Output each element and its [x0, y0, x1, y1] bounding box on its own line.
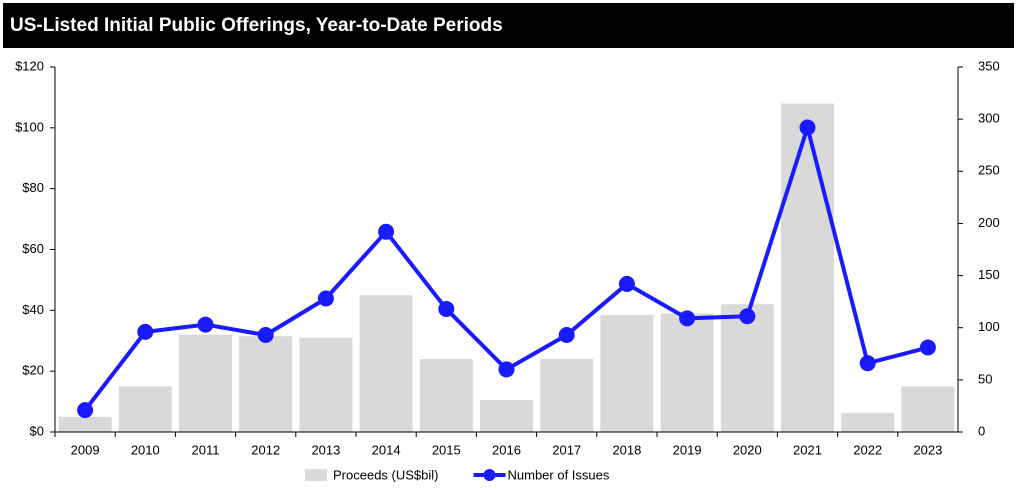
x-tick-label: 2020 — [733, 442, 762, 457]
y2-tick-label: 50 — [978, 371, 992, 386]
legend-swatch — [483, 469, 496, 481]
y2-tick-label: 200 — [978, 215, 1000, 230]
x-tick-label: 2017 — [552, 442, 581, 457]
legend-label: Proceeds (US$bil) — [333, 467, 439, 482]
bar — [58, 416, 112, 432]
x-tick-label: 2019 — [673, 442, 702, 457]
y2-tick-label: 300 — [978, 111, 1000, 126]
bar — [901, 386, 955, 432]
legend-label: Number of Issues — [508, 467, 610, 482]
bar — [419, 359, 473, 432]
bar — [179, 334, 232, 432]
marker — [77, 402, 94, 419]
y-tick-label: $0 — [30, 423, 44, 438]
x-tick-label: 2023 — [913, 442, 942, 457]
y2-tick-label: 150 — [978, 267, 1000, 282]
bar — [660, 313, 714, 432]
x-tick-label: 2010 — [131, 442, 160, 457]
x-tick-label: 2014 — [372, 442, 401, 457]
marker — [618, 275, 635, 292]
y2-tick-label: 100 — [978, 319, 1000, 334]
x-tick-label: 2021 — [793, 442, 822, 457]
marker — [799, 119, 816, 136]
title-bar — [3, 3, 1014, 48]
bar — [118, 386, 172, 432]
bar — [720, 304, 774, 432]
y-tick-label: $40 — [22, 302, 44, 317]
y-tick-label: $20 — [22, 363, 44, 378]
x-tick-label: 2015 — [432, 442, 461, 457]
y-tick-label: $120 — [15, 58, 44, 73]
marker — [378, 223, 395, 240]
marker — [919, 339, 936, 356]
y-tick-label: $100 — [15, 119, 44, 134]
bar — [540, 359, 594, 432]
bar — [781, 103, 834, 432]
legend-swatch — [305, 469, 327, 481]
marker — [498, 361, 515, 378]
y2-tick-label: 250 — [978, 163, 1000, 178]
marker — [739, 308, 756, 325]
marker — [317, 290, 334, 307]
bar — [299, 337, 353, 432]
marker — [438, 300, 455, 317]
x-tick-label: 2012 — [251, 442, 280, 457]
x-tick-label: 2009 — [71, 442, 100, 457]
marker — [679, 310, 696, 327]
bar — [359, 295, 413, 432]
y-tick-label: $60 — [22, 241, 44, 256]
x-tick-label: 2013 — [311, 442, 340, 457]
bar — [841, 412, 895, 432]
y2-tick-label: 0 — [978, 423, 985, 438]
bar — [239, 336, 293, 432]
x-tick-label: 2016 — [492, 442, 521, 457]
x-tick-label: 2022 — [853, 442, 882, 457]
bar — [600, 314, 654, 432]
marker — [257, 327, 274, 344]
chart-title: US-Listed Initial Public Offerings, Year… — [10, 15, 503, 36]
y-tick-label: $80 — [22, 180, 44, 195]
marker — [197, 316, 214, 333]
x-tick-label: 2011 — [192, 442, 220, 457]
y2-tick-label: 350 — [978, 58, 1000, 73]
marker — [859, 355, 876, 372]
x-tick-label: 2018 — [612, 442, 641, 457]
bar — [480, 400, 533, 432]
marker — [137, 323, 154, 340]
marker — [558, 327, 575, 344]
